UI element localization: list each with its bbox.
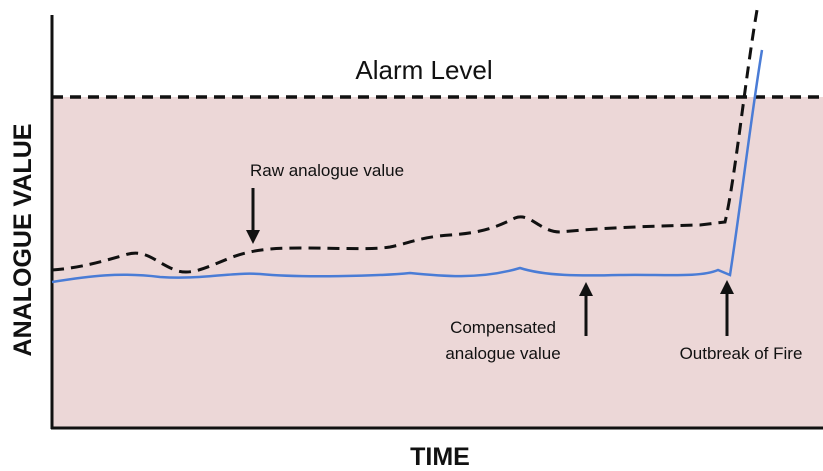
normal-zone	[52, 97, 823, 428]
outbreak-arrowhead	[720, 280, 734, 294]
y-axis-label: ANALOGUE VALUE	[9, 124, 37, 357]
outbreak-label: Outbreak of Fire	[680, 344, 803, 363]
raw-arrowhead	[246, 230, 260, 244]
x-axis-label: TIME	[410, 443, 470, 471]
raw-label: Raw analogue value	[250, 161, 404, 180]
compensated-arrowhead	[579, 282, 593, 296]
compensated-label: Compensated	[450, 318, 556, 337]
compensated-label: analogue value	[445, 344, 560, 363]
raw-curve	[51, 9, 759, 274]
alarm-label: Alarm Level	[355, 55, 492, 85]
compensated-curve	[51, 49, 764, 284]
